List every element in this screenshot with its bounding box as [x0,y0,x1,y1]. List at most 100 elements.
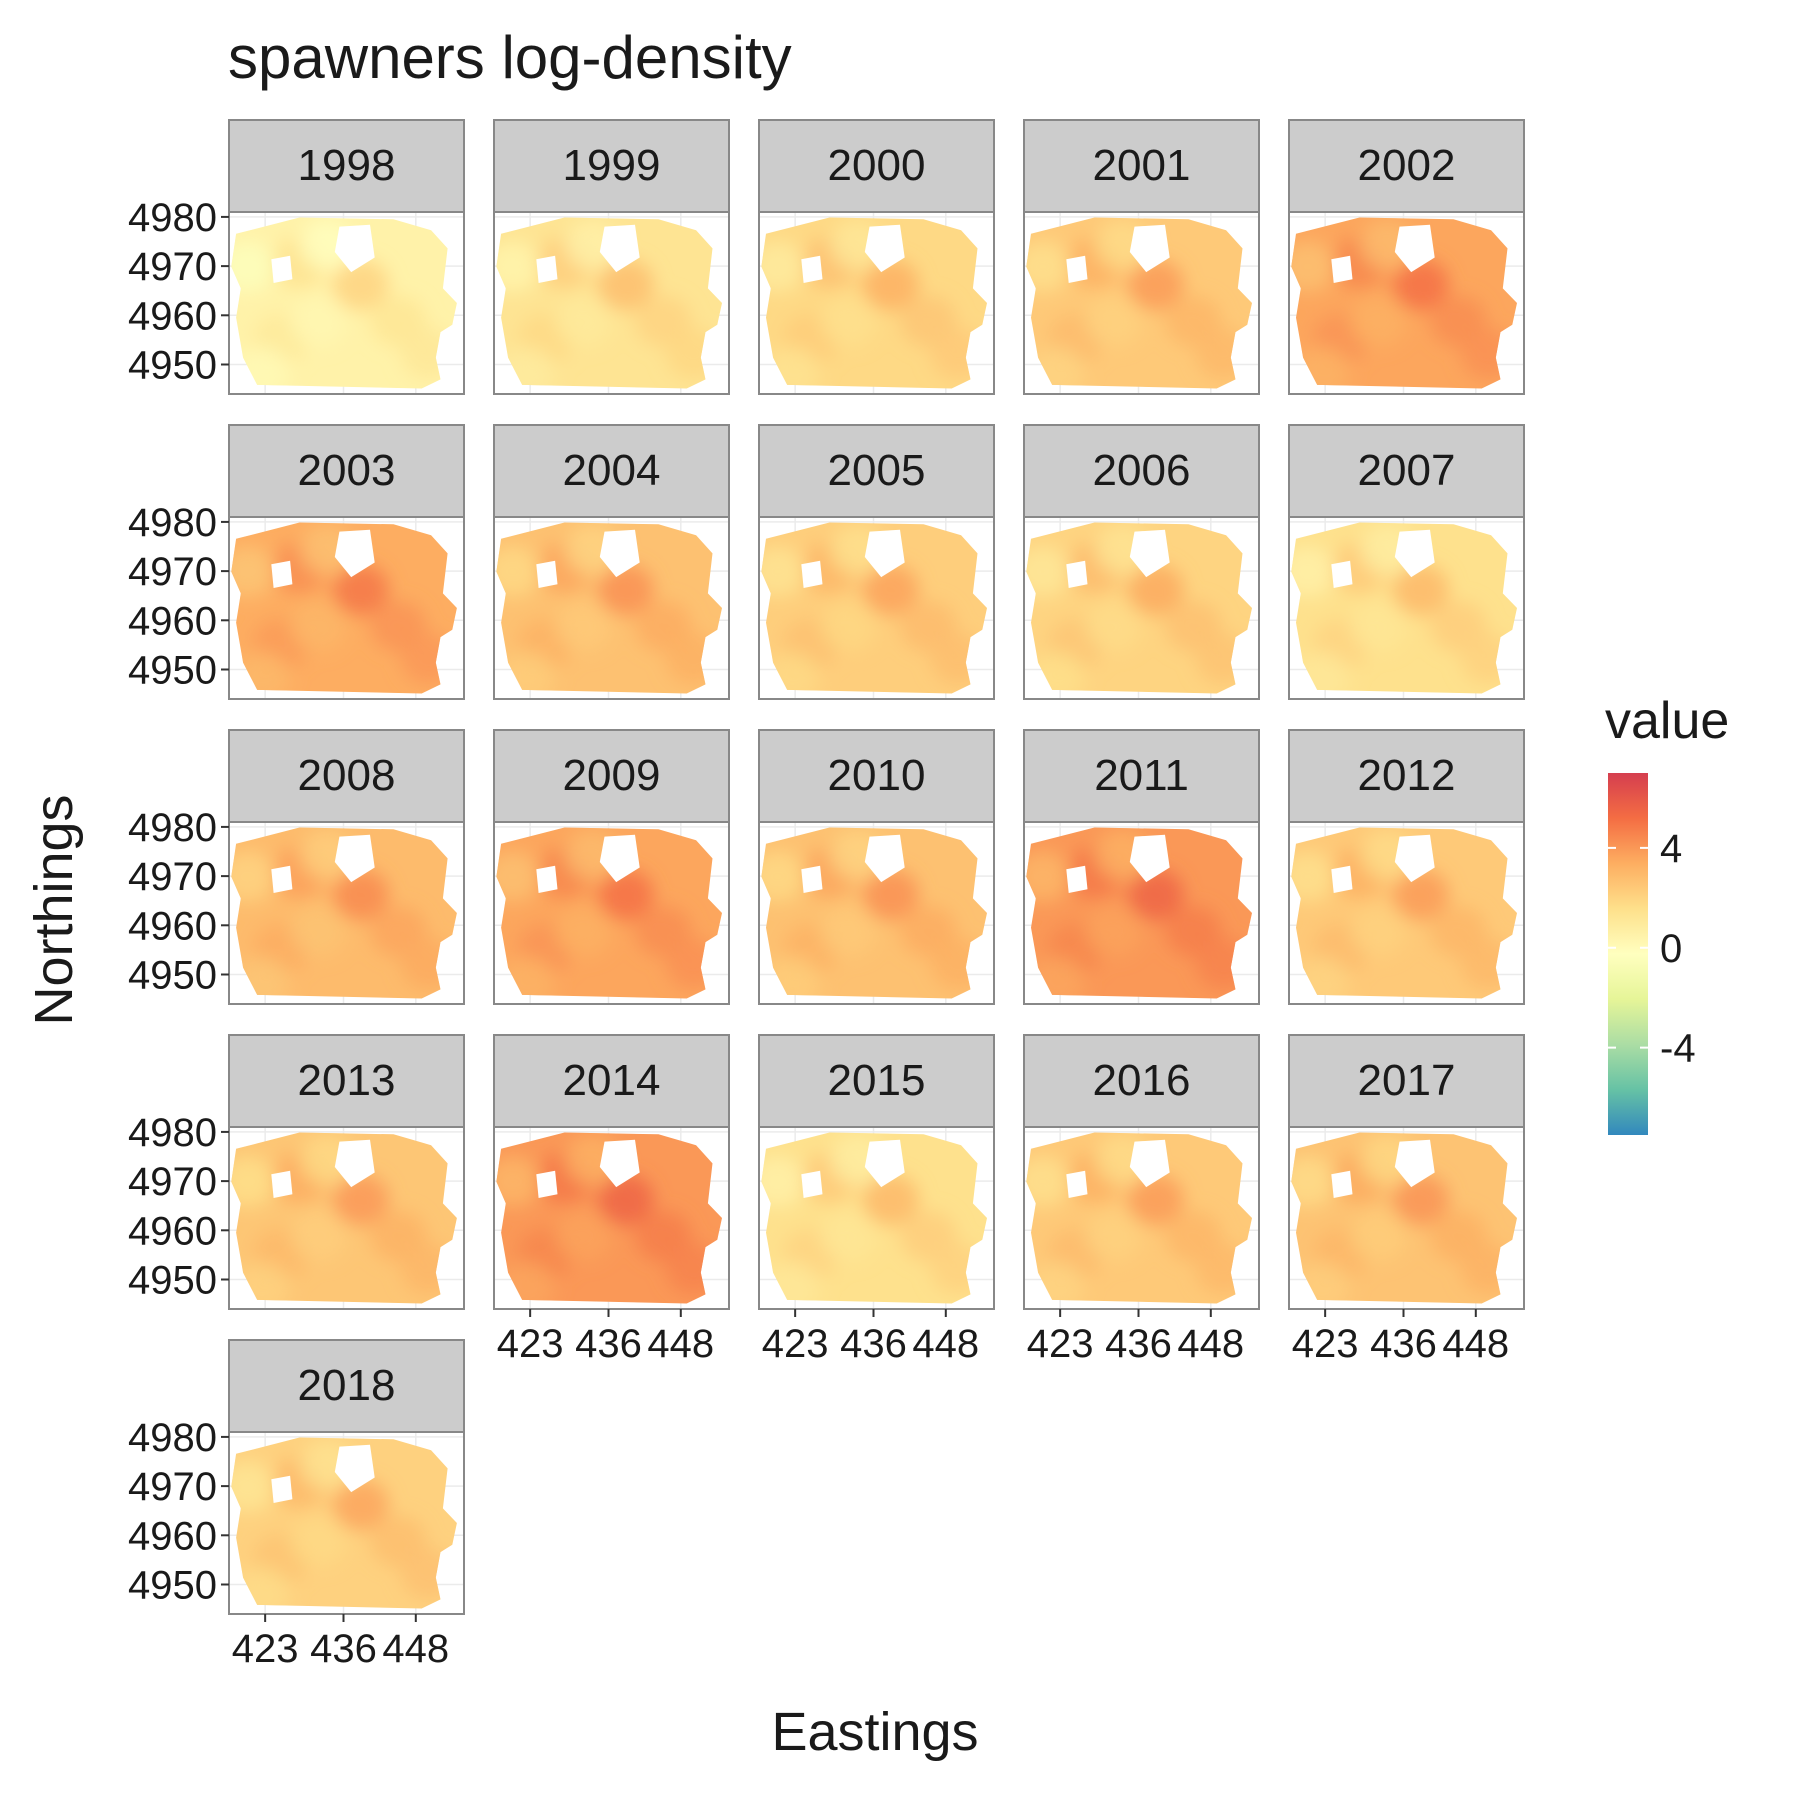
legend-title: value [1605,692,1729,750]
no-data-area [1394,1139,1435,1188]
panel-border [1288,1126,1525,1310]
legend-label: 4 [1660,827,1682,871]
panel-label: 2013 [298,1056,396,1105]
no-data-area [334,224,375,273]
no-data-area [1331,560,1353,588]
y-tick-label: 4980 [128,196,217,240]
density-cell [290,1515,347,1567]
density-cell [332,564,389,616]
x-tick-label: 423 [1292,1322,1359,1366]
panel-border [1023,821,1260,1005]
panel-border [493,821,730,1005]
panel-strip [493,119,730,213]
legend-colorbar [1608,773,1648,1135]
panel-strip [1023,729,1260,823]
legend-label: -4 [1660,1027,1696,1071]
no-data-area [1394,529,1435,578]
no-data-area [864,224,905,273]
y-tick-label: 4980 [128,1111,217,1155]
panel-strip [758,729,995,823]
density-cell [332,869,389,921]
density-cell [1127,564,1184,616]
no-data-area [1129,834,1170,883]
panel-2016: 2016 423 436 448 [1023,1034,1260,1366]
panel-2014: 2014 423 436 448 [493,1034,730,1366]
panel-2017: 2017 423 436 448 [1288,1034,1525,1366]
y-tick-label: 4950 [128,953,217,997]
no-data-area [1129,529,1170,578]
density-field [1026,827,1252,999]
y-tick-label: 4950 [128,343,217,387]
density-field [761,1132,987,1304]
no-data-area [1066,865,1088,893]
density-field [1026,1132,1252,1304]
panel-border [1288,211,1525,395]
density-cell [1350,600,1407,652]
density-cell [555,905,612,957]
x-tick-label: 423 [1027,1322,1094,1366]
no-data-area [599,529,640,578]
panel-strip [493,1034,730,1128]
panel-border [493,211,730,395]
panel-label: 2018 [298,1361,396,1410]
panel-strip [1023,119,1260,213]
density-cell [1350,905,1407,957]
panel-border [1023,1126,1260,1310]
density-cell [290,1210,347,1262]
panel-label: 2016 [1093,1056,1191,1105]
density-field [231,522,457,694]
y-tick-label: 4970 [128,1465,217,1509]
panel-label: 2001 [1093,141,1191,190]
no-data-area [1066,255,1088,283]
panel-border [1288,516,1525,700]
panel-border [493,1126,730,1310]
density-cell [1350,295,1407,347]
y-tick-label: 4970 [128,245,217,289]
y-tick-label: 4970 [128,855,217,899]
x-tick-label: 448 [647,1322,714,1366]
y-tick-label: 4980 [128,1416,217,1460]
density-cell [862,1174,919,1226]
y-tick-label: 4960 [128,904,217,948]
density-cell [820,295,877,347]
panel-label: 2010 [828,751,926,800]
panel-border [228,211,465,395]
x-tick-label: 423 [232,1627,299,1671]
density-field [496,522,722,694]
panel-border [228,516,465,700]
density-field [496,217,722,389]
y-tick-label: 4970 [128,1160,217,1204]
panel-border [758,1126,995,1310]
no-data-area [599,834,640,883]
panel-2005: 2005 [758,424,995,700]
panel-label: 2006 [1093,446,1191,495]
panel-2011: 2011 [1023,729,1260,1005]
no-data-area [334,529,375,578]
y-tick-label: 4980 [128,806,217,850]
panel-strip [758,424,995,518]
density-field [1026,217,1252,389]
x-tick-label: 436 [1370,1322,1437,1366]
density-cell [332,1174,389,1226]
density-cell [290,905,347,957]
panel-label: 2011 [1094,751,1189,800]
y-tick-label: 4970 [128,550,217,594]
density-cell [1085,905,1142,957]
y-tick-label: 4950 [128,1563,217,1607]
legend: value 4 0 -4 [1605,692,1729,1135]
no-data-area [864,529,905,578]
y-tick-label: 4960 [128,1514,217,1558]
legend-label: 0 [1660,927,1682,971]
panel-2010: 2010 [758,729,995,1005]
y-tick-label: 4960 [128,294,217,338]
density-field [231,1437,457,1609]
no-data-area [864,1139,905,1188]
panel-1998: 1998 4950 4960 4970 4980 [128,119,465,395]
panel-border [1288,821,1525,1005]
panel-border [1023,211,1260,395]
density-cell [1085,295,1142,347]
panel-border [228,1431,465,1615]
panel-label: 2002 [1358,141,1456,190]
density-field [1291,217,1517,389]
